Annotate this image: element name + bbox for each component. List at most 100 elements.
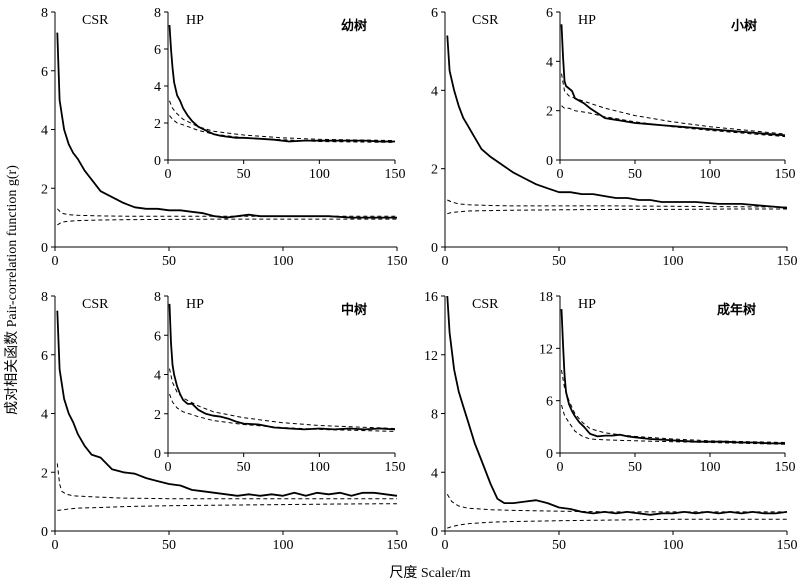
panel-p2-hp: 0 50 100 150 0 2 4 6 HP 小树 [546, 6, 796, 182]
envelope-line [561, 73, 786, 135]
y-tick-label: 0 [546, 447, 553, 462]
y-tick-label: 0 [431, 525, 438, 540]
panel-p4-hp: 0 50 100 150 0 6 12 18 HP 成年树 [539, 290, 796, 475]
panel-p3-csr: 0 50 100 150 0 2 4 6 8 CSR [41, 290, 408, 553]
panel-title: 成年树 [717, 302, 756, 318]
observed-line [56, 310, 398, 497]
y-tick-label: 8 [41, 290, 48, 305]
y-tick-label: 0 [41, 525, 48, 540]
observed-line [168, 303, 396, 431]
y-tick-label: 6 [431, 6, 438, 21]
y-tick-label: 8 [41, 6, 48, 21]
x-tick-label: 50 [237, 460, 251, 475]
y-tick-label: 0 [546, 154, 553, 169]
x-tick-label: 100 [273, 538, 294, 553]
x-tick-label: 0 [52, 538, 59, 553]
x-tick-label: 150 [385, 167, 406, 182]
envelope-line [561, 404, 786, 445]
envelope-line [446, 494, 787, 513]
y-tick-label: 16 [424, 290, 438, 305]
model-annotation: CSR [82, 297, 109, 312]
model-annotation: CSR [472, 13, 499, 28]
model-annotation: HP [578, 13, 596, 28]
envelope-line [169, 100, 396, 142]
x-tick-label: 100 [700, 460, 721, 475]
x-tick-label: 100 [663, 254, 684, 269]
panel-title: 幼树 [341, 18, 367, 34]
y-tick-label: 4 [431, 84, 438, 99]
x-tick-label: 150 [775, 167, 796, 182]
observed-line [446, 35, 788, 209]
model-annotation: HP [578, 297, 596, 312]
panel-title: 中树 [341, 302, 367, 318]
panel-p1-csr: 0 50 100 150 0 2 4 6 8 CSR [41, 6, 408, 269]
model-annotation: HP [186, 297, 204, 312]
envelope-line [57, 218, 397, 226]
x-tick-label: 0 [165, 460, 172, 475]
x-tick-label: 100 [309, 167, 330, 182]
y-tick-label: 2 [431, 163, 438, 178]
observed-line [446, 295, 788, 516]
x-tick-label: 0 [442, 538, 449, 553]
x-tick-label: 150 [385, 460, 406, 475]
x-tick-label: 150 [777, 254, 798, 269]
x-tick-label: 100 [663, 538, 684, 553]
envelope-line [169, 393, 396, 432]
y-tick-label: 6 [41, 65, 48, 80]
x-tick-label: 150 [777, 538, 798, 553]
y-tick-label: 6 [154, 43, 161, 58]
y-tick-label: 18 [539, 290, 553, 305]
y-tick-label: 8 [431, 408, 438, 423]
y-tick-label: 0 [431, 241, 438, 256]
y-tick-label: 4 [546, 55, 553, 70]
envelope-line [169, 368, 396, 429]
y-tick-label: 0 [41, 241, 48, 256]
x-tick-label: 50 [552, 538, 566, 553]
x-tick-label: 150 [387, 254, 408, 269]
x-tick-label: 0 [165, 167, 172, 182]
x-axis-title: 尺度 Scaler/m [389, 565, 470, 581]
x-tick-label: 100 [309, 460, 330, 475]
envelope-line [56, 463, 397, 500]
x-tick-label: 0 [557, 460, 564, 475]
y-tick-label: 0 [154, 154, 161, 169]
inset-background [560, 296, 785, 453]
envelope-line [56, 208, 397, 217]
x-tick-label: 50 [237, 167, 251, 182]
observed-line [168, 24, 395, 143]
y-tick-label: 0 [154, 447, 161, 462]
y-tick-label: 2 [154, 117, 161, 132]
model-annotation: HP [186, 13, 204, 28]
envelope-line [447, 518, 787, 529]
panel-title: 小树 [731, 18, 757, 34]
y-tick-label: 6 [546, 395, 553, 410]
x-tick-label: 150 [387, 538, 408, 553]
y-tick-label: 6 [546, 6, 553, 21]
x-tick-label: 0 [557, 167, 564, 182]
y-tick-label: 4 [154, 80, 161, 95]
y-tick-label: 2 [546, 105, 553, 120]
panel-p2-csr: 0 50 100 150 0 2 4 6 CSR [431, 6, 798, 269]
x-tick-label: 50 [628, 167, 642, 182]
envelope-line [169, 115, 396, 143]
y-tick-label: 4 [154, 369, 161, 384]
x-tick-label: 0 [442, 254, 449, 269]
y-tick-label: 2 [154, 408, 161, 423]
panel-p4-csr: 0 50 100 150 0 4 8 12 16 CSR [424, 290, 798, 553]
x-tick-label: 50 [628, 460, 642, 475]
envelope-line [561, 370, 786, 443]
y-tick-label: 4 [41, 408, 48, 423]
y-tick-label: 8 [154, 290, 161, 305]
y-tick-label: 6 [154, 329, 161, 344]
y-tick-label: 8 [154, 6, 161, 21]
y-tick-label: 12 [424, 349, 438, 364]
x-tick-label: 100 [273, 254, 294, 269]
x-tick-label: 100 [700, 167, 721, 182]
x-tick-label: 150 [775, 460, 796, 475]
panel-p1-hp: 0 50 100 150 0 2 4 6 8 HP 幼树 [154, 6, 406, 182]
envelope-line [447, 199, 788, 208]
y-tick-label: 6 [41, 349, 48, 364]
x-tick-label: 50 [162, 538, 176, 553]
inset-background [168, 12, 395, 160]
